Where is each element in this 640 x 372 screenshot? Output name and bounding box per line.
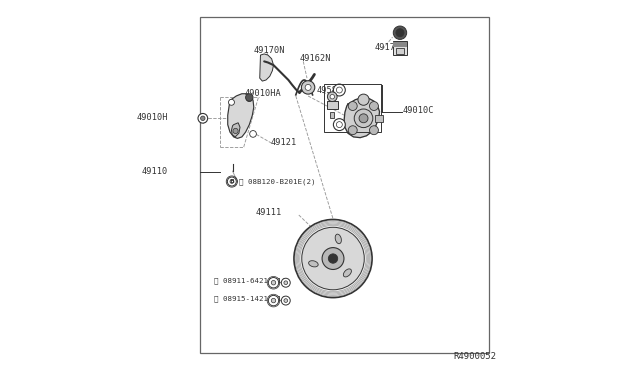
- Text: 49162N: 49162N: [300, 54, 331, 63]
- Polygon shape: [260, 54, 273, 81]
- Circle shape: [394, 26, 406, 39]
- Circle shape: [198, 113, 207, 123]
- Circle shape: [369, 126, 378, 135]
- Text: 49587: 49587: [316, 86, 342, 94]
- Bar: [375, 115, 383, 122]
- Circle shape: [302, 227, 364, 290]
- Circle shape: [348, 102, 357, 110]
- Text: 49010H: 49010H: [137, 113, 168, 122]
- Ellipse shape: [308, 261, 318, 267]
- Circle shape: [246, 96, 252, 102]
- Polygon shape: [344, 97, 380, 138]
- Circle shape: [354, 109, 373, 128]
- Circle shape: [305, 84, 311, 90]
- Bar: [394, 42, 406, 47]
- Circle shape: [328, 92, 337, 102]
- Circle shape: [301, 81, 315, 94]
- Circle shape: [333, 84, 346, 96]
- Polygon shape: [228, 94, 254, 138]
- Bar: [200, 17, 488, 353]
- Circle shape: [233, 128, 238, 134]
- Circle shape: [369, 102, 378, 110]
- Ellipse shape: [335, 234, 341, 244]
- Text: 49111: 49111: [256, 208, 282, 217]
- Ellipse shape: [343, 269, 351, 277]
- Circle shape: [337, 87, 342, 93]
- Circle shape: [359, 114, 368, 123]
- Text: B: B: [229, 179, 234, 184]
- Text: Ⓢ 08911-6421A(1): Ⓢ 08911-6421A(1): [214, 278, 286, 284]
- Bar: [324, 84, 381, 132]
- Circle shape: [333, 119, 346, 131]
- Circle shape: [230, 180, 234, 183]
- Text: 49121: 49121: [271, 138, 297, 147]
- Circle shape: [284, 281, 287, 285]
- Text: 49110: 49110: [142, 167, 168, 176]
- Circle shape: [246, 94, 253, 101]
- Text: 49010HA: 49010HA: [245, 89, 282, 98]
- Circle shape: [271, 298, 276, 303]
- Circle shape: [268, 278, 278, 288]
- Bar: [326, 101, 338, 109]
- Bar: [394, 41, 406, 55]
- Bar: [330, 112, 334, 118]
- Circle shape: [282, 296, 291, 305]
- Text: ⒱ 08B120-B201E(2): ⒱ 08B120-B201E(2): [239, 178, 316, 185]
- Circle shape: [358, 94, 369, 105]
- Circle shape: [330, 94, 335, 99]
- Circle shape: [268, 295, 278, 306]
- Circle shape: [328, 254, 338, 263]
- Circle shape: [227, 177, 236, 186]
- Circle shape: [282, 278, 291, 287]
- Circle shape: [271, 280, 276, 285]
- Text: 49171M: 49171M: [375, 43, 406, 52]
- Text: 49170N: 49170N: [254, 46, 285, 55]
- Circle shape: [200, 116, 205, 121]
- Bar: [396, 48, 404, 54]
- Polygon shape: [232, 123, 240, 137]
- Circle shape: [294, 219, 372, 298]
- Circle shape: [337, 122, 342, 128]
- Text: 49010C: 49010C: [403, 106, 434, 115]
- Circle shape: [322, 248, 344, 269]
- Circle shape: [396, 29, 404, 37]
- Text: R4900052: R4900052: [454, 352, 497, 361]
- Text: Ⓜ 08915-1421A(1): Ⓜ 08915-1421A(1): [214, 295, 286, 302]
- Circle shape: [250, 131, 257, 137]
- Circle shape: [284, 299, 287, 302]
- Circle shape: [228, 99, 234, 105]
- Circle shape: [348, 126, 357, 135]
